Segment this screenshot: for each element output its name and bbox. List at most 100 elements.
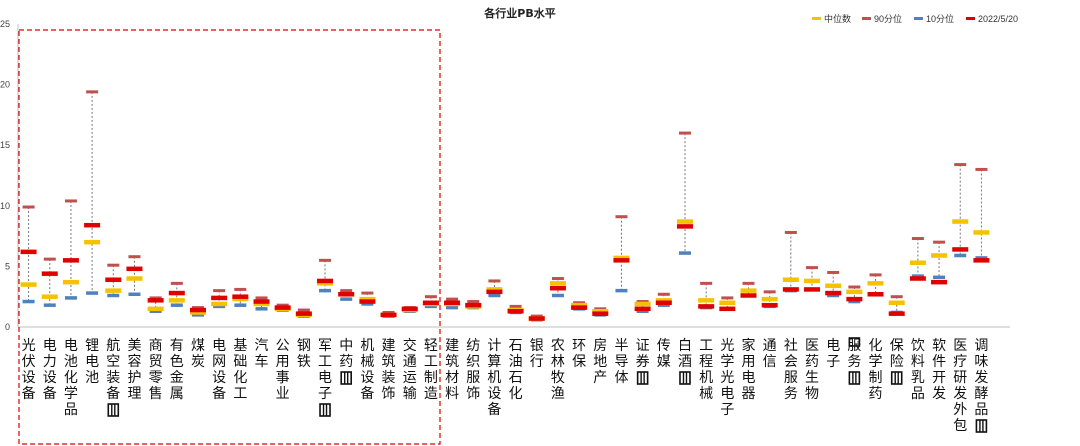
p10-mark (615, 288, 628, 293)
p90-mark (213, 289, 226, 293)
p90-mark (382, 310, 395, 314)
x-tick-label: 轻工制造 (424, 338, 438, 402)
current-mark (549, 285, 566, 291)
level-ii-mark (975, 419, 988, 433)
x-tick-label: 化学制药 (869, 338, 883, 402)
p90-mark (509, 304, 522, 308)
current-mark (952, 247, 969, 252)
median-mark (846, 289, 863, 295)
x-tick-label: 电子 (826, 338, 840, 370)
p90-mark (446, 297, 459, 301)
p90-mark (22, 205, 35, 209)
x-tick-label: 有色金属 (170, 338, 184, 402)
p90-mark (170, 281, 183, 285)
median-mark (62, 279, 79, 285)
p90-mark (954, 163, 967, 167)
x-tick-label: 工程机械 (699, 338, 713, 402)
p90-mark (551, 277, 564, 281)
current-mark (676, 224, 693, 229)
x-tick-label: 白酒 (678, 338, 692, 370)
p90-mark (657, 292, 670, 296)
p10-mark (107, 293, 120, 298)
median-mark (909, 260, 926, 266)
p10-mark (636, 309, 649, 313)
chart-title: 各行业PB水平 (483, 6, 555, 20)
median-mark (105, 288, 122, 293)
x-tick-label: 纺织服饰 (466, 338, 480, 402)
median-mark (634, 301, 651, 307)
current-mark (592, 311, 609, 316)
p90-mark (297, 308, 310, 312)
x-tick-label: 煤炭 (191, 338, 205, 370)
p10-mark (213, 304, 226, 309)
p90-mark (678, 131, 691, 135)
p90-mark (361, 291, 374, 295)
x-tick-label: 医药生物 (805, 338, 819, 402)
p90-mark (530, 314, 543, 318)
level-ii-mark (679, 371, 691, 385)
median-mark (719, 300, 736, 306)
current-mark (719, 306, 736, 312)
x-tick-label: 通信 (763, 338, 777, 370)
x-tick-label: 商贸零售 (149, 338, 163, 402)
p10-mark (319, 288, 332, 293)
x-tick-label: 石油石化 (509, 338, 523, 402)
p90-mark (615, 215, 628, 219)
plot-area (20, 90, 990, 322)
median-mark (189, 310, 206, 315)
current-mark (274, 305, 291, 310)
current-mark (825, 290, 842, 296)
current-mark (740, 293, 757, 298)
p90-mark (424, 295, 437, 299)
median-mark (698, 298, 715, 303)
current-mark (41, 271, 58, 276)
current-mark (634, 306, 651, 312)
current-mark (698, 304, 715, 309)
current-mark (84, 222, 101, 228)
x-tick-label: 家用电器 (742, 337, 756, 402)
median-mark (676, 219, 693, 224)
median-mark (655, 298, 672, 303)
p10-mark (149, 309, 162, 313)
x-tick-label: 建筑材料 (445, 338, 459, 402)
p90-mark (488, 279, 501, 283)
legend-swatch (812, 17, 821, 20)
p10-mark (657, 303, 670, 307)
p90-mark (149, 296, 162, 300)
x-tick-label: 光伏设备 (22, 338, 36, 402)
x-tick-label: 调味发酵品 (974, 338, 988, 418)
p90-mark (191, 306, 204, 310)
x-axis-labels: 光伏设备电力设备电池化学品锂电池航空装备美容护理商贸零售有色金属煤炭电网设备基础… (22, 337, 989, 434)
median-mark (867, 281, 884, 286)
p10-mark (43, 303, 56, 307)
median-mark (592, 308, 609, 314)
p10-mark (827, 293, 840, 298)
median-mark (782, 277, 799, 282)
p90-mark (827, 270, 840, 274)
current-mark (211, 295, 228, 301)
p90-mark (975, 167, 988, 171)
p90-mark (319, 258, 332, 262)
current-mark (126, 266, 143, 272)
x-tick-label: 饮料乳品 (911, 338, 925, 402)
p90-mark (869, 273, 882, 277)
current-mark (189, 307, 206, 313)
current-mark (528, 316, 545, 321)
median-mark (253, 301, 270, 307)
x-tick-label: 汽车 (255, 338, 269, 370)
current-mark (295, 311, 312, 316)
y-tick-label: 10 (0, 201, 10, 211)
x-tick-label: 光学光电子 (720, 338, 734, 418)
legend-label: 90分位 (874, 13, 902, 24)
p10-mark (22, 299, 35, 304)
current-mark (359, 299, 376, 304)
current-mark (804, 287, 821, 292)
p90-mark (594, 307, 607, 311)
current-mark (507, 308, 524, 314)
x-tick-label: 航空装备 (106, 338, 120, 402)
x-tick-label: 电网设备 (212, 338, 226, 402)
p10-mark (170, 303, 183, 307)
median-mark (359, 296, 376, 302)
x-tick-label: 银行 (530, 338, 544, 370)
